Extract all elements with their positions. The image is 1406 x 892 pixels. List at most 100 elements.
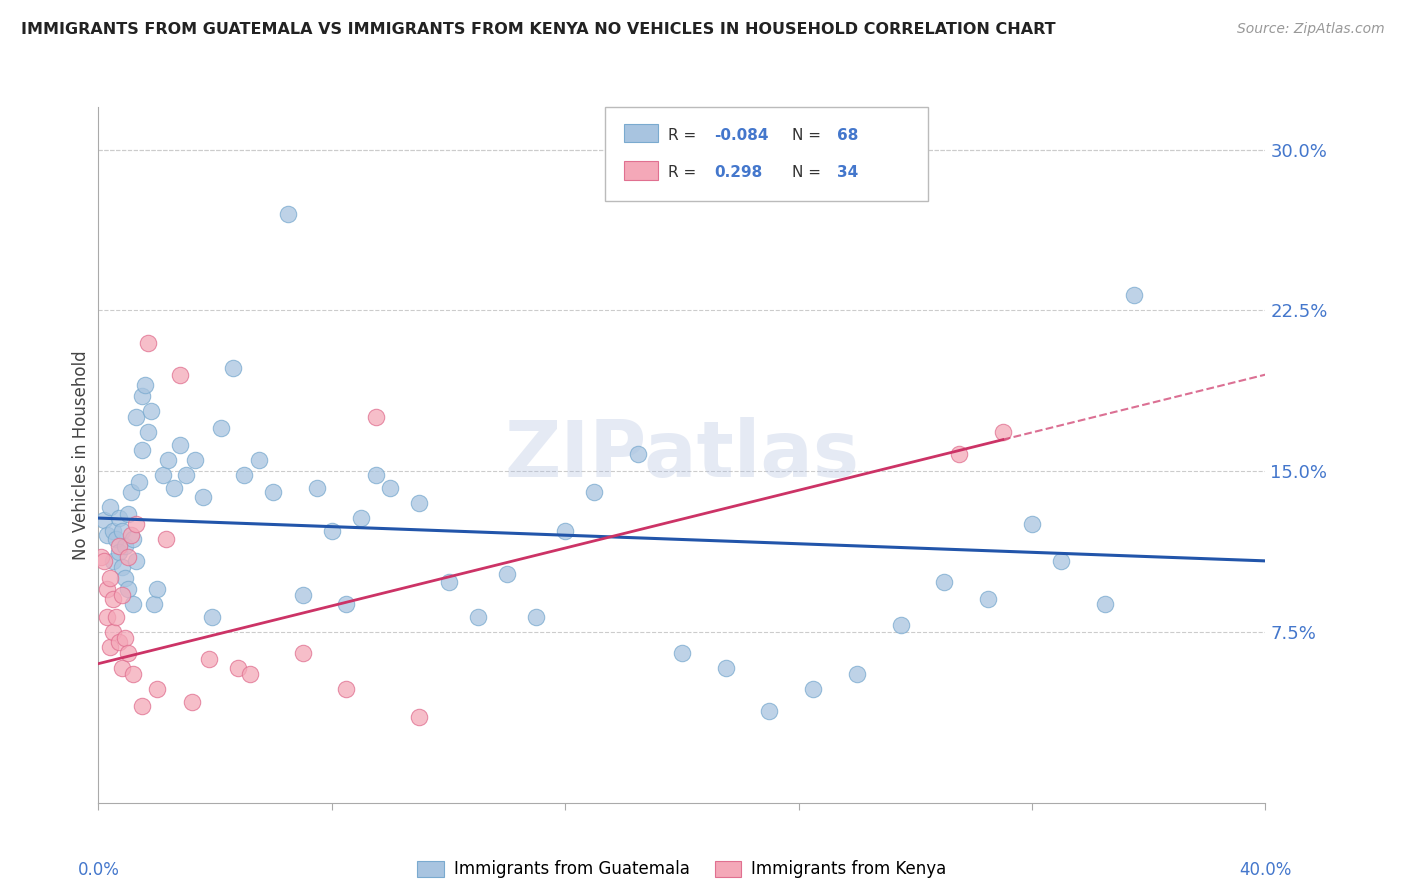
Point <box>180 695 202 709</box>
Point <box>98 640 121 654</box>
Point <box>98 500 121 515</box>
Point <box>93 513 115 527</box>
Point <box>96 528 118 542</box>
Point <box>152 468 174 483</box>
Text: 0.0%: 0.0% <box>77 861 120 879</box>
Point <box>671 646 693 660</box>
Text: IMMIGRANTS FROM GUATEMALA VS IMMIGRANTS FROM KENYA NO VEHICLES IN HOUSEHOLD CORR: IMMIGRANTS FROM GUATEMALA VS IMMIGRANTS … <box>21 22 1056 37</box>
Point <box>233 468 256 483</box>
Point <box>583 485 606 500</box>
Point <box>108 539 131 553</box>
Point <box>247 453 270 467</box>
Point <box>114 631 136 645</box>
Point <box>307 481 329 495</box>
Point <box>209 421 232 435</box>
Point <box>111 588 134 602</box>
Point <box>221 361 243 376</box>
Point <box>117 582 139 596</box>
Point <box>142 597 165 611</box>
Point <box>122 597 145 611</box>
Point <box>131 699 153 714</box>
Point <box>291 646 314 660</box>
Point <box>125 517 148 532</box>
Point <box>125 554 148 568</box>
Point <box>117 549 139 564</box>
Point <box>122 667 145 681</box>
Point <box>627 447 650 461</box>
Point <box>1021 517 1043 532</box>
Point <box>157 453 180 467</box>
Point <box>96 609 118 624</box>
Point <box>108 511 131 525</box>
Point <box>93 554 115 568</box>
Text: 0.298: 0.298 <box>714 165 762 180</box>
Point <box>198 652 221 666</box>
Point <box>801 682 824 697</box>
Text: 34: 34 <box>837 165 858 180</box>
Point <box>174 468 197 483</box>
Point <box>120 485 142 500</box>
Point <box>104 609 127 624</box>
Point <box>335 682 357 697</box>
Point <box>114 539 136 553</box>
Point <box>111 661 134 675</box>
Point <box>991 425 1014 440</box>
Point <box>101 524 124 538</box>
Text: N =: N = <box>792 165 825 180</box>
Point <box>437 575 460 590</box>
Point <box>350 511 373 525</box>
Point <box>155 533 177 547</box>
Point <box>120 528 142 542</box>
Point <box>291 588 314 602</box>
Point <box>554 524 576 538</box>
Point <box>408 496 430 510</box>
Point <box>948 447 970 461</box>
Point <box>364 468 387 483</box>
Point <box>228 661 250 675</box>
Point <box>169 368 191 382</box>
Text: R =: R = <box>668 165 702 180</box>
Point <box>114 571 136 585</box>
Point <box>139 404 162 418</box>
Point <box>1050 554 1073 568</box>
Text: N =: N = <box>792 128 825 143</box>
Point <box>714 661 737 675</box>
Point <box>239 667 262 681</box>
Point <box>136 335 159 350</box>
Point <box>183 453 205 467</box>
Point <box>98 571 121 585</box>
Point <box>277 207 299 221</box>
Point <box>262 485 284 500</box>
Point <box>122 533 145 547</box>
Point <box>101 554 124 568</box>
Point <box>131 442 153 457</box>
Point <box>117 646 139 660</box>
Point <box>890 618 912 632</box>
Point <box>758 704 780 718</box>
Point <box>163 481 186 495</box>
Point <box>524 609 547 624</box>
Point <box>201 609 224 624</box>
Point <box>136 425 159 440</box>
Text: 40.0%: 40.0% <box>1239 861 1292 879</box>
Point <box>131 389 153 403</box>
Point <box>467 609 489 624</box>
Point <box>111 560 134 574</box>
Point <box>977 592 1000 607</box>
Point <box>128 475 150 489</box>
Point <box>380 481 402 495</box>
Y-axis label: No Vehicles in Household: No Vehicles in Household <box>72 350 90 560</box>
Point <box>934 575 956 590</box>
Text: Source: ZipAtlas.com: Source: ZipAtlas.com <box>1237 22 1385 37</box>
Point <box>101 624 124 639</box>
Point <box>1094 597 1116 611</box>
Point <box>146 582 169 596</box>
Point <box>1123 288 1146 302</box>
Point <box>96 582 118 596</box>
Point <box>111 524 134 538</box>
Text: R =: R = <box>668 128 702 143</box>
Point <box>408 710 430 724</box>
Point <box>104 533 127 547</box>
Point <box>169 438 191 452</box>
Point <box>108 545 131 559</box>
